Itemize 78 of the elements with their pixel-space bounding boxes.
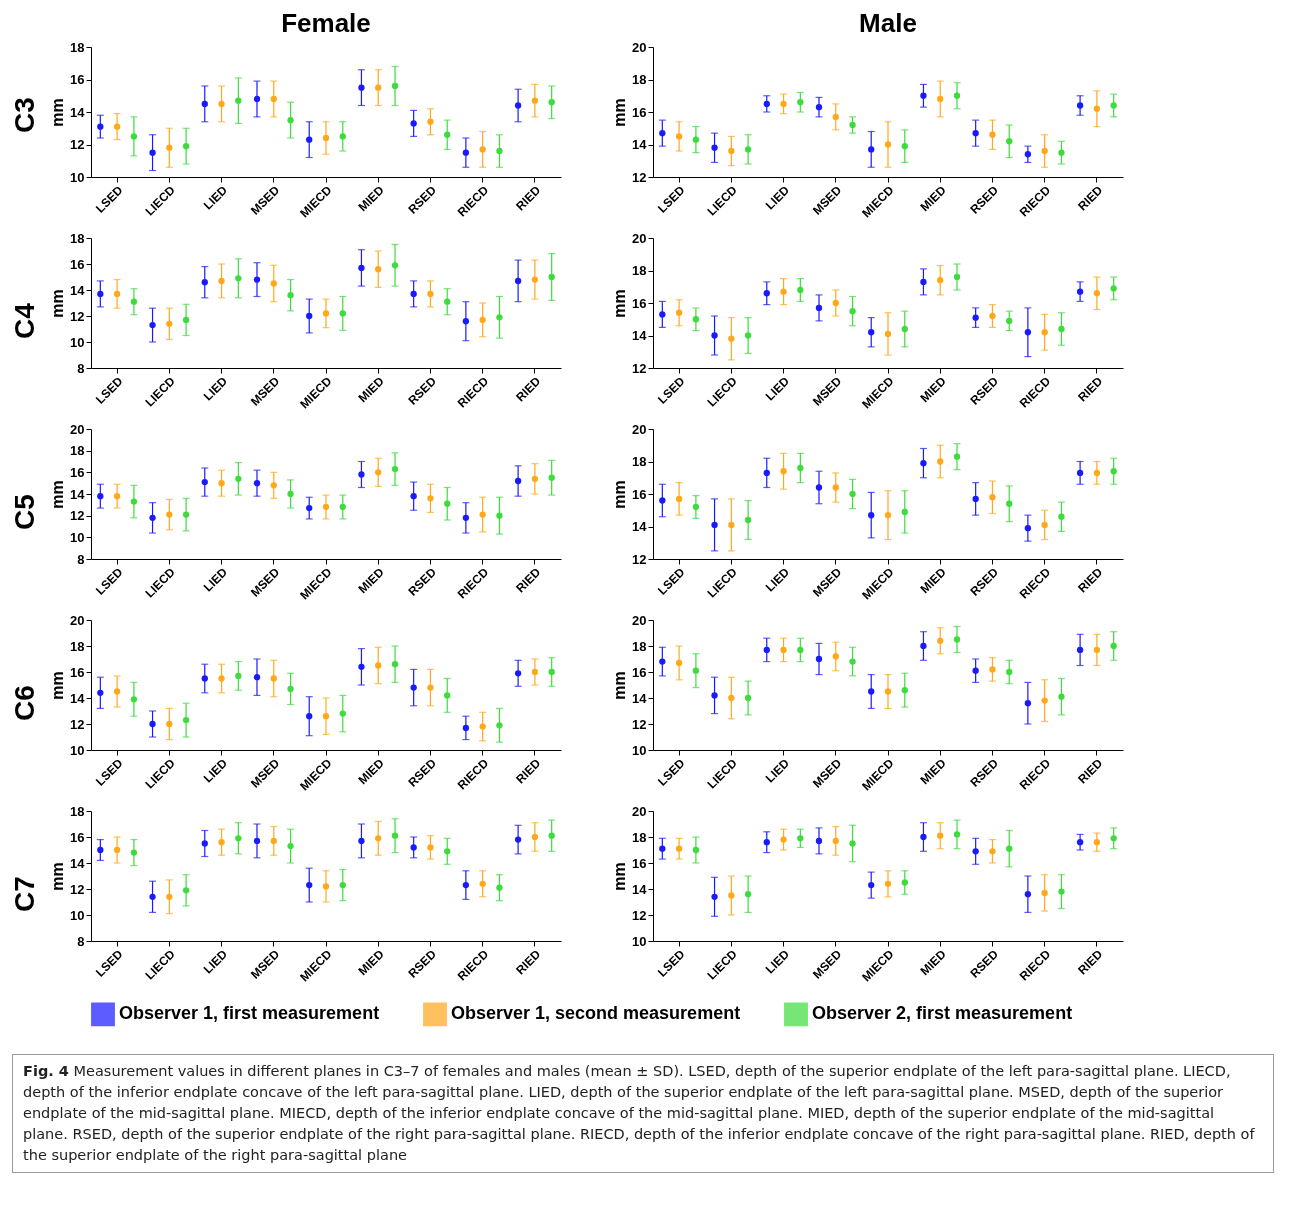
chart-title: Female bbox=[281, 8, 371, 38]
y-tick-label: 18 bbox=[632, 454, 647, 469]
y-tick-label: 20 bbox=[632, 612, 647, 628]
y-tick-label: 10 bbox=[70, 529, 85, 545]
legend-label: Observer 1, second measurement bbox=[451, 1003, 741, 1024]
y-axis-title: mm bbox=[49, 98, 67, 127]
legend-label: Observer 2, first measurement bbox=[812, 1003, 1073, 1024]
y-tick-label: 16 bbox=[70, 829, 85, 845]
y-tick-label: 12 bbox=[70, 508, 85, 524]
legend-label: Observer 1, first measurement bbox=[119, 1003, 380, 1024]
y-tick-label: 16 bbox=[70, 256, 85, 272]
y-tick-label: 12 bbox=[632, 551, 647, 567]
y-tick-label: 10 bbox=[70, 169, 85, 185]
y-tick-label: 18 bbox=[632, 638, 647, 654]
y-tick-label: 14 bbox=[70, 282, 86, 298]
y-tick-label: 20 bbox=[632, 421, 647, 437]
text: C4 bbox=[8, 302, 40, 339]
y-tick-label: 18 bbox=[70, 230, 85, 246]
y-tick-label: 12 bbox=[70, 716, 85, 732]
y-tick-label: 20 bbox=[70, 612, 85, 628]
y-tick-label: 12 bbox=[632, 360, 647, 376]
y-axis-title: mm bbox=[49, 480, 67, 509]
y-axis-title: mm bbox=[611, 862, 629, 891]
y-tick-label: 20 bbox=[632, 803, 647, 819]
text: C3 bbox=[8, 97, 40, 133]
y-tick-label: 18 bbox=[632, 263, 647, 278]
y-tick-label: 10 bbox=[632, 933, 647, 949]
y-tick-label: 12 bbox=[632, 169, 647, 185]
y-axis-title: mm bbox=[611, 671, 629, 700]
y-tick-label: 14 bbox=[70, 690, 86, 706]
y-tick-label: 16 bbox=[632, 855, 647, 871]
y-tick-label: 10 bbox=[632, 742, 647, 758]
y-tick-label: 10 bbox=[70, 907, 85, 923]
y-tick-label: 16 bbox=[632, 486, 647, 502]
y-tick-label: 16 bbox=[70, 72, 85, 87]
y-tick-label: 20 bbox=[632, 39, 647, 55]
text: C6 bbox=[8, 685, 40, 721]
y-tick-label: 14 bbox=[70, 486, 86, 502]
chart-title: Male bbox=[859, 8, 917, 38]
y-tick-label: 12 bbox=[70, 137, 85, 152]
y-tick-label: 20 bbox=[632, 230, 647, 246]
y-tick-label: 18 bbox=[70, 443, 85, 459]
y-tick-label: 16 bbox=[70, 464, 85, 480]
text: C7 bbox=[8, 876, 40, 912]
y-tick-label: 14 bbox=[70, 855, 86, 871]
y-tick-label: 16 bbox=[632, 295, 647, 311]
y-axis-title: mm bbox=[611, 480, 629, 509]
y-tick-label: 16 bbox=[632, 664, 647, 680]
y-tick-label: 18 bbox=[632, 829, 647, 845]
y-tick-label: 18 bbox=[70, 803, 85, 819]
y-axis-title: mm bbox=[611, 98, 629, 127]
y-tick-label: 16 bbox=[632, 104, 647, 120]
text: C5 bbox=[8, 494, 40, 530]
y-tick-label: 12 bbox=[70, 308, 85, 324]
y-tick-label: 18 bbox=[632, 72, 647, 87]
y-tick-label: 12 bbox=[632, 907, 647, 923]
y-tick-label: 20 bbox=[70, 421, 85, 437]
y-tick-label: 8 bbox=[77, 551, 85, 567]
y-tick-label: 10 bbox=[70, 334, 85, 350]
y-axis-title: mm bbox=[49, 671, 67, 700]
y-tick-label: 14 bbox=[70, 104, 86, 120]
y-axis-title: mm bbox=[49, 289, 67, 318]
y-tick-label: 10 bbox=[70, 742, 85, 758]
y-tick-label: 14 bbox=[632, 881, 648, 897]
y-tick-label: 14 bbox=[632, 137, 648, 152]
caption: Fig. 4 bbox=[23, 1063, 69, 1079]
y-tick-label: 8 bbox=[77, 933, 85, 949]
y-tick-label: 12 bbox=[632, 716, 647, 732]
y-tick-label: 16 bbox=[70, 664, 85, 680]
y-tick-label: 14 bbox=[632, 328, 648, 343]
y-axis-title: mm bbox=[611, 289, 629, 318]
y-tick-label: 14 bbox=[632, 690, 648, 706]
y-tick-label: 8 bbox=[77, 360, 85, 376]
y-tick-label: 14 bbox=[632, 519, 648, 534]
y-tick-label: 12 bbox=[70, 881, 85, 897]
y-axis-title: mm bbox=[49, 862, 67, 891]
y-tick-label: 18 bbox=[70, 39, 85, 55]
y-tick-label: 18 bbox=[70, 638, 85, 654]
